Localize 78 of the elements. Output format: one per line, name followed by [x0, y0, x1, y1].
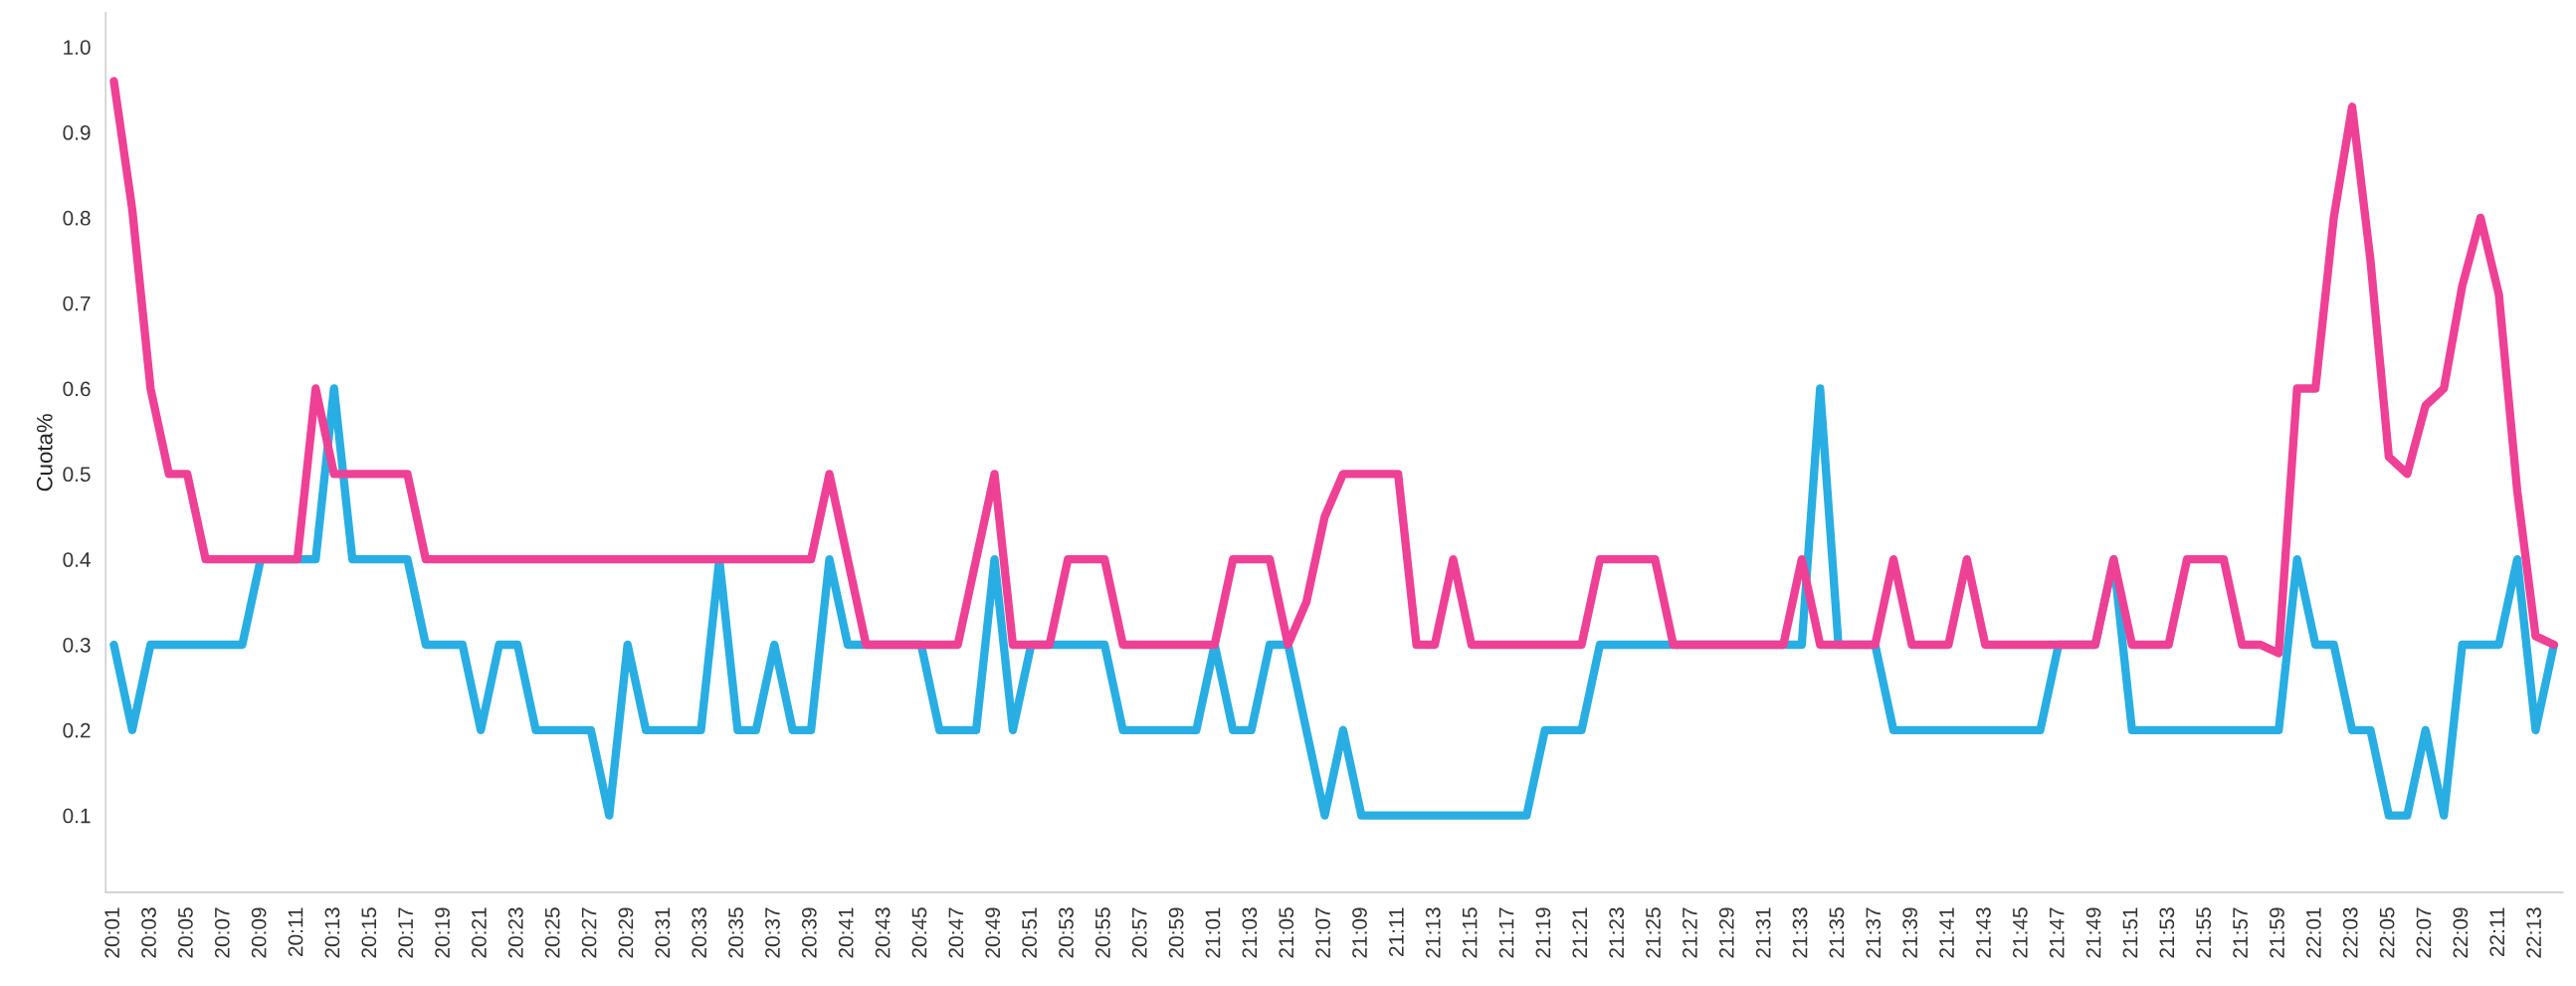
- x-tick-label: 20:35: [728, 907, 743, 958]
- y-tick-label: 0.1: [63, 808, 91, 824]
- x-tick-label: 20:55: [1094, 907, 1110, 958]
- y-tick-label: 0.3: [63, 637, 91, 653]
- x-tick-label: 21:15: [1462, 907, 1478, 958]
- y-axis-title: Cuota%: [36, 414, 53, 492]
- x-tick-label: 20:25: [544, 907, 560, 958]
- y-tick-label: 0.7: [63, 296, 91, 311]
- x-tick-label: 22:09: [2453, 907, 2469, 958]
- x-tick-label: 21:47: [2049, 907, 2065, 958]
- x-tick-label: 21:45: [2012, 907, 2028, 958]
- x-tick-label: 21:21: [1572, 907, 1587, 958]
- x-tick-label: 21:05: [1279, 907, 1294, 958]
- x-tick-label: 22:03: [2342, 907, 2358, 958]
- x-tick-label: 21:57: [2233, 907, 2248, 958]
- x-tick-label: 20:31: [655, 907, 671, 958]
- x-tick-label: 21:23: [1609, 907, 1625, 958]
- x-tick-label: 20:07: [214, 907, 230, 958]
- x-tick-label: 20:39: [801, 907, 817, 958]
- x-tick-label: 20:49: [985, 907, 1001, 958]
- x-tick-label: 20:41: [838, 907, 854, 958]
- x-tick-label: 20:29: [618, 907, 634, 958]
- y-tick-label: 0.6: [63, 381, 91, 397]
- x-tick-label: 21:11: [1389, 907, 1404, 956]
- x-tick-label: 21:03: [1242, 907, 1258, 958]
- x-tick-label: 21:59: [2270, 907, 2284, 958]
- x-tick-label: 22:07: [2416, 907, 2432, 958]
- x-tick-label: 22:11: [2489, 907, 2504, 956]
- x-tick-label: 20:43: [875, 907, 891, 958]
- x-tick-label: 20:17: [398, 907, 414, 958]
- x-tick-label: 21:29: [1718, 907, 1734, 958]
- y-tick-label: 1.0: [64, 40, 91, 55]
- x-tick-label: 20:13: [324, 907, 340, 958]
- y-tick-label: 0.9: [63, 125, 91, 140]
- x-tick-label: 21:07: [1315, 907, 1331, 958]
- x-tick-label: 20:15: [361, 907, 377, 958]
- x-tick-label: 21:51: [2122, 907, 2138, 958]
- x-tick-label: 20:23: [507, 907, 523, 958]
- y-tick-label: 0.8: [63, 210, 91, 226]
- x-tick-label: 20:45: [911, 907, 927, 958]
- x-tick-label: 20:59: [1168, 907, 1184, 958]
- x-tick-label: 20:09: [251, 907, 267, 958]
- x-tick-label: 21:35: [1829, 907, 1845, 958]
- y-tick-label: 0.4: [63, 552, 91, 567]
- x-tick-label: 20:53: [1059, 907, 1074, 958]
- x-tick-label: 21:09: [1352, 907, 1367, 958]
- x-tick-label: 20:47: [948, 907, 964, 958]
- x-tick-label: 21:01: [1205, 907, 1221, 958]
- x-tick-label: 21:17: [1498, 907, 1514, 958]
- x-tick-label: 22:13: [2526, 907, 2541, 958]
- x-tick-label: 20:01: [104, 907, 120, 958]
- x-tick-label: 20:11: [288, 907, 303, 956]
- x-tick-label: 20:19: [435, 907, 450, 958]
- x-tick-label: 21:31: [1755, 907, 1771, 958]
- x-tick-label: 21:53: [2159, 907, 2175, 958]
- x-tick-label: 21:13: [1425, 907, 1441, 958]
- x-tick-label: 20:27: [581, 907, 597, 958]
- x-tick-label: 22:01: [2305, 907, 2321, 958]
- x-tick-label: 20:51: [1022, 907, 1037, 958]
- x-tick-label: 21:39: [1902, 907, 1918, 958]
- y-tick-label: 0.5: [63, 467, 91, 483]
- x-tick-label: 20:21: [472, 907, 487, 958]
- x-tick-label: 20:33: [692, 907, 707, 958]
- x-tick-label: 21:41: [1939, 907, 1954, 958]
- x-tick-label: 21:27: [1683, 907, 1697, 958]
- x-tick-label: 21:37: [1866, 907, 1882, 958]
- x-tick-label: 21:49: [2085, 907, 2101, 958]
- x-tick-label: 22:05: [2379, 907, 2395, 958]
- x-tick-label: 20:05: [178, 907, 193, 958]
- x-tick-label: 21:43: [1976, 907, 1991, 958]
- x-tick-label: 21:19: [1535, 907, 1551, 958]
- x-tick-label: 21:33: [1792, 907, 1808, 958]
- x-tick-label: 20:03: [141, 907, 156, 958]
- x-tick-label: 21:25: [1646, 907, 1661, 958]
- y-tick-label: 0.2: [63, 722, 91, 738]
- x-tick-label: 20:37: [765, 907, 780, 958]
- x-tick-label: 21:55: [2196, 907, 2212, 958]
- x-tick-label: 20:57: [1131, 907, 1147, 958]
